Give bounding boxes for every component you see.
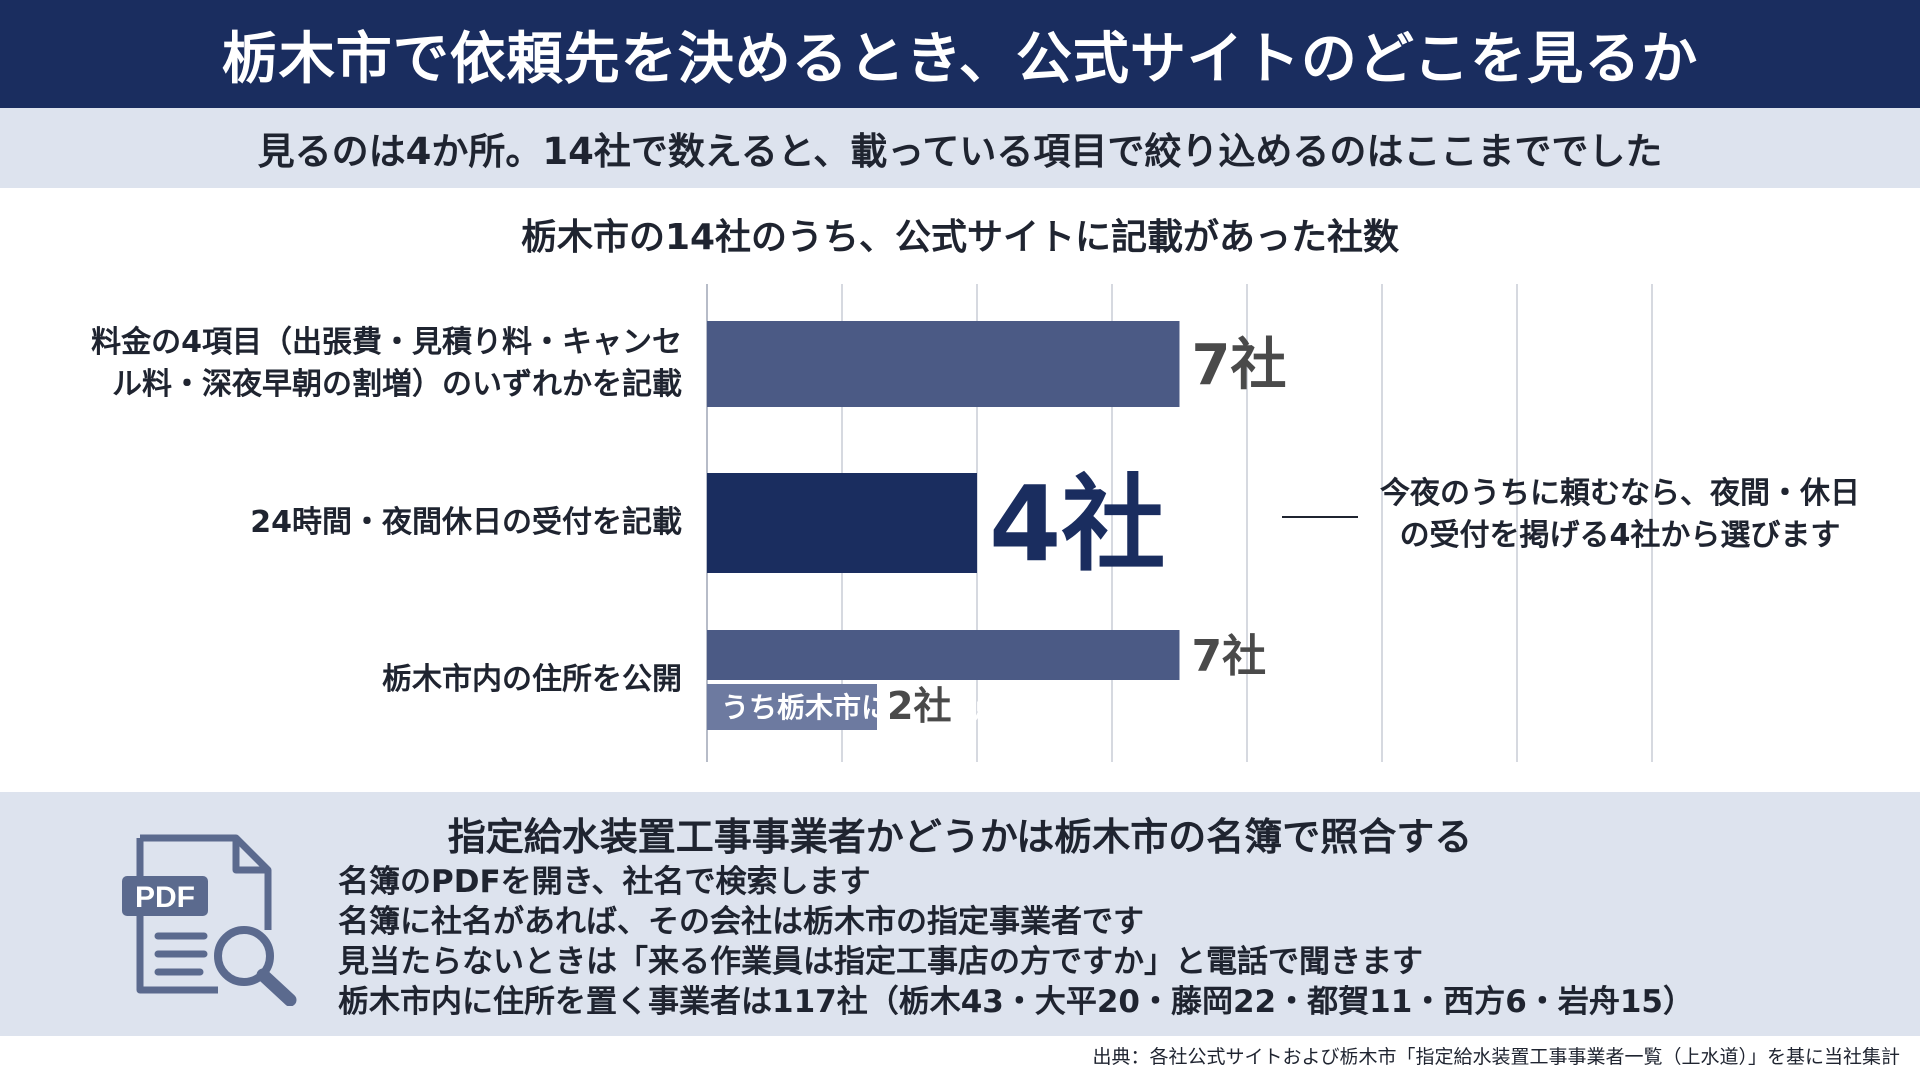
bar-label-fees: 料金の4項目（出張費・見積り料・キャンセ ル料・深夜早朝の割増）のいずれかを記載 xyxy=(40,322,682,406)
bar xyxy=(707,473,977,573)
bar-value-label: 7社 xyxy=(1192,631,1267,682)
bottom-title: 指定給水装置工事事業者かどうかは栃木市の名簿で照合する xyxy=(447,815,1473,859)
bar-label-fees-line-2: ル料・深夜早朝の割増）のいずれかを記載 xyxy=(112,367,682,402)
sub-bar-label: うち栃木市に待機拠点と明記 xyxy=(721,691,1085,724)
pdf-icon-label: PDF xyxy=(135,881,195,914)
note-item: 栃木市内に住所を置く事業者は117社（栃木43・大平20・藤岡22・都賀11・西… xyxy=(338,984,1694,1020)
bar-value-label: 7社 xyxy=(1192,333,1287,398)
note-item: 名簿のPDFを開き、社名で検索します xyxy=(338,864,871,900)
subtitle-bar: 見るのは4か所。14社で数えると、載っている項目で絞り込めるのはここまででした xyxy=(0,108,1920,188)
callout-line-2: の受付を掲げる4社から選びます xyxy=(1399,518,1841,553)
notes-list: 名簿のPDFを開き、社名で検索します 名簿に社名があれば、その会社は栃木市の指定… xyxy=(338,862,1694,1022)
chart-title: 栃木市の14社のうち、公式サイトに記載があった社数 xyxy=(520,217,1400,258)
sub-bar xyxy=(707,684,877,730)
callout-line-1: 今夜のうちに頼むなら、夜間・休日 xyxy=(1380,476,1860,511)
title-bar: 栃木市で依頼先を決めるとき、公式サイトのどこを見るか xyxy=(0,0,1920,108)
pdf-search-icon: PDF xyxy=(122,834,297,1006)
note-item: 見当たらないときは「来る作業員は指定工事店の方ですか」と電話で聞きます xyxy=(338,944,1423,980)
bottom-panel xyxy=(0,792,1920,1036)
bar xyxy=(707,321,1180,407)
bar xyxy=(707,630,1180,680)
page-title: 栃木市で依頼先を決めるとき、公式サイトのどこを見るか xyxy=(221,26,1699,92)
sub-bar-value-label: 2社 xyxy=(887,684,951,728)
source-note: 出典：各社公式サイトおよび栃木市「指定給水装置工事事業者一覧（上水道）」を基に当… xyxy=(1092,1046,1900,1068)
note-item: 名簿に社名があれば、その会社は栃木市の指定事業者です xyxy=(338,904,1144,940)
bar-label-local-address: 栃木市内の住所を公開 xyxy=(382,662,682,697)
bar-value-label: 4社 xyxy=(989,463,1165,585)
bar-label-fees-line-1: 料金の4項目（出張費・見積り料・キャンセ xyxy=(91,325,682,360)
bar-label-night-reception: 24時間・夜間休日の受付を記載 xyxy=(250,505,682,540)
page-subtitle: 見るのは4か所。14社で数えると、載っている項目で絞り込めるのはここまででした xyxy=(257,130,1663,173)
callout-annotation: 今夜のうちに頼むなら、夜間・休日 の受付を掲げる4社から選びます xyxy=(1355,473,1885,557)
